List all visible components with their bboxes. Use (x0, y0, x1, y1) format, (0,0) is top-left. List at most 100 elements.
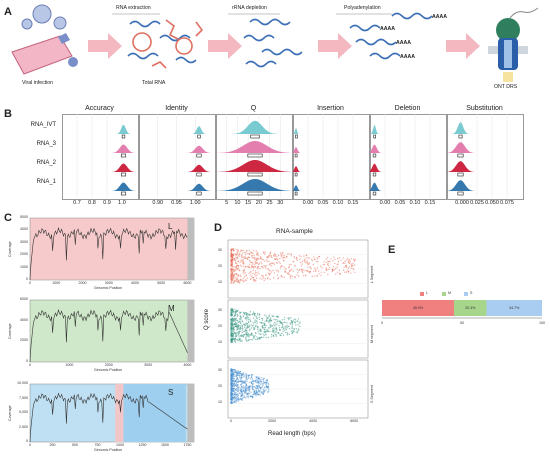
read-point (297, 318, 300, 320)
read-point (262, 322, 264, 324)
read-point (267, 277, 269, 280)
read-point (253, 380, 255, 382)
read-point (269, 330, 271, 333)
read-point (273, 327, 275, 329)
read-point (274, 319, 277, 321)
read-point (245, 379, 247, 381)
read-point (313, 270, 315, 272)
read-point (280, 275, 282, 277)
read-point (232, 253, 234, 255)
read-point (282, 334, 285, 336)
read-point (245, 249, 248, 252)
read-point (289, 276, 291, 278)
read-point (259, 389, 261, 391)
read-point (292, 330, 295, 332)
read-point (230, 323, 232, 325)
read-point (238, 399, 241, 401)
read-point (263, 328, 266, 331)
read-point (248, 339, 251, 341)
metric-title-deletion: Deletion (394, 105, 421, 112)
x-tick: 4000 (183, 363, 192, 367)
read-point (247, 252, 249, 255)
read-point (234, 400, 236, 402)
read-point (236, 319, 238, 321)
read-point (237, 397, 240, 400)
read-point (261, 322, 263, 324)
read-point (235, 388, 237, 391)
coverage-ylabel: Coverage (8, 405, 12, 421)
read-point (252, 393, 254, 395)
read-point (230, 273, 232, 275)
read-point (353, 258, 355, 260)
read-point (276, 323, 278, 325)
read-point (292, 319, 294, 321)
read-point (242, 372, 245, 374)
read-point (241, 249, 243, 252)
read-point (235, 322, 238, 325)
read-point (268, 388, 270, 390)
read-point (234, 261, 236, 264)
read-point (237, 393, 239, 395)
read-point (293, 260, 295, 263)
read-point (231, 402, 233, 404)
density-rna_2 (216, 160, 291, 172)
read-point (233, 280, 235, 282)
y-tick: 10,000 (17, 381, 28, 385)
density-rna_ivt (293, 127, 368, 134)
read-point (325, 261, 327, 264)
read-point (235, 279, 237, 281)
read-point (245, 392, 247, 394)
read-point (334, 258, 336, 261)
read-point (247, 326, 250, 328)
read-point (252, 322, 254, 324)
read-point (299, 325, 301, 328)
read-point (301, 263, 303, 265)
read-point (231, 319, 233, 322)
read-point (262, 277, 265, 279)
read-point (276, 258, 278, 260)
read-point (231, 257, 233, 259)
read-point (236, 387, 239, 390)
tick-label: 30 (277, 200, 284, 206)
density-rna_2 (62, 163, 137, 172)
read-point (253, 276, 255, 279)
read-point (261, 337, 263, 339)
read-point (291, 332, 294, 334)
read-point (290, 253, 292, 255)
read-point (242, 260, 245, 262)
uncovered-region (187, 218, 194, 280)
boxplot-rna_1 (457, 191, 464, 196)
read-point (246, 257, 248, 259)
read-point (255, 392, 257, 394)
read-point (347, 270, 349, 272)
read-point (236, 257, 239, 260)
read-point (242, 386, 244, 388)
read-point (257, 390, 260, 392)
read-point (254, 279, 256, 281)
read-point (249, 385, 251, 387)
arrow-4 (446, 33, 480, 59)
read-point (261, 265, 263, 268)
panel-letter-e: E (388, 244, 396, 256)
read-point (235, 269, 237, 272)
read-point (307, 271, 310, 273)
read-point (251, 255, 253, 257)
read-point (323, 261, 325, 263)
read-point (255, 272, 257, 274)
read-point (254, 263, 256, 265)
read-point (241, 256, 243, 258)
read-point (231, 338, 233, 340)
row-label-rna3: RNA_3 (36, 141, 56, 147)
read-point (257, 254, 260, 256)
tick-label: 0.050 (485, 200, 499, 206)
tick-label: 1.0 (118, 200, 126, 206)
read-point (246, 327, 248, 329)
uncovered-region (187, 300, 194, 362)
read-point (265, 329, 267, 331)
coverage-plot-s (29, 383, 195, 443)
read-point (249, 378, 252, 380)
read-point (260, 333, 262, 335)
y-tick: 3000 (20, 239, 28, 244)
density-rna_ivt (370, 125, 445, 134)
read-point (265, 315, 267, 318)
